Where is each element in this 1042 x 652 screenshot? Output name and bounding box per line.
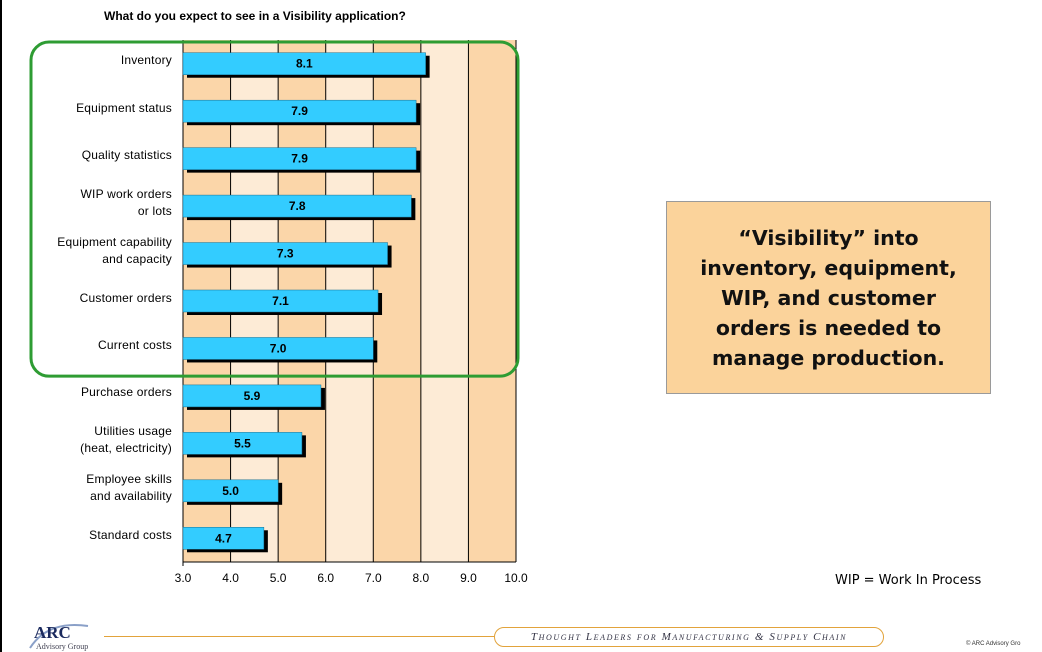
x-tick-label: 7.0 [364, 571, 382, 585]
x-tick-label: 8.0 [412, 571, 430, 585]
bar [182, 194, 412, 218]
bar [182, 432, 303, 455]
category-label: Standard costs [89, 527, 172, 542]
bar-value-label: 4.7 [215, 531, 232, 545]
bar [182, 479, 279, 503]
arc-logo-swoosh-icon [29, 624, 89, 649]
highlight-box [29, 40, 520, 378]
bar-value-label: 7.9 [291, 152, 308, 166]
arc-logo-subtitle: Advisory Group [36, 642, 89, 651]
category-label: Equipment status [76, 100, 172, 115]
category-label: Current costs [98, 337, 172, 352]
copyright: © ARC Advisory Gro [966, 641, 1021, 647]
left-border [0, 0, 2, 652]
bar [182, 52, 426, 75]
x-tick-label: 9.0 [460, 571, 477, 585]
category-label: WIP work orders or lots [80, 187, 172, 219]
footer-rule [104, 636, 494, 637]
x-tick-label: 3.0 [174, 571, 192, 585]
x-tick-label: 10.0 [504, 571, 528, 585]
bar-value-label: 7.8 [289, 199, 306, 213]
bar-value-label: 5.9 [244, 389, 261, 403]
footer-tagline: Thought Leaders for Manufacturing & Supp… [494, 627, 884, 647]
visibility-callout: “Visibility” into inventory, equipment, … [666, 201, 991, 394]
bar-value-label: 7.3 [277, 247, 294, 261]
bar [182, 99, 417, 123]
plot-band [468, 40, 516, 562]
bar-value-label: 8.1 [296, 57, 313, 71]
bar [182, 147, 417, 170]
bar-value-label: 7.9 [291, 104, 308, 118]
category-label: Employee skills and availability [86, 471, 172, 503]
bar-value-label: 7.1 [272, 294, 289, 308]
arc-logo: ARC [34, 623, 71, 642]
plot-band [420, 40, 469, 562]
chart-title: What do you expect to see in a Visibilit… [104, 9, 406, 23]
bar [182, 384, 322, 408]
x-tick-label: 6.0 [317, 571, 335, 585]
bar-value-label: 7.0 [270, 341, 287, 355]
wip-note: WIP = Work In Process [835, 573, 982, 588]
category-label: Quality statistics [81, 148, 172, 163]
bar [182, 337, 374, 360]
bar [182, 242, 388, 265]
category-label: Customer orders [79, 290, 172, 305]
category-label: Equipment capability and capacity [57, 234, 172, 266]
category-label: Utilities usage (heat, electricity) [80, 424, 172, 456]
bar [182, 527, 265, 550]
category-label: Purchase orders [80, 385, 172, 400]
x-tick-label: 5.0 [269, 571, 287, 585]
category-label: Inventory [120, 53, 172, 68]
bar [182, 289, 379, 313]
bar-value-label: 5.5 [234, 436, 251, 450]
x-tick-label: 4.0 [222, 571, 239, 585]
bar-value-label: 5.0 [222, 484, 239, 498]
